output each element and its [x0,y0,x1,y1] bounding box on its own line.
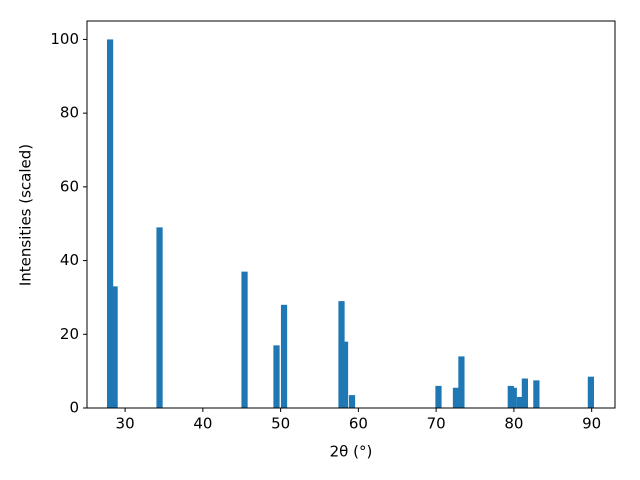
bar [516,396,524,408]
y-tick-label: 60 [60,177,79,195]
bar [587,376,595,408]
bar [458,356,465,408]
x-tick-label: 70 [427,415,446,433]
bar [452,387,460,408]
bar [348,395,356,408]
bar [435,385,442,408]
y-tick-label: 40 [60,251,79,269]
x-tick-label: 90 [582,415,601,433]
bar [338,301,345,408]
bar [273,345,280,408]
bar [280,304,288,408]
x-axis-label: 2θ (°) [330,443,373,461]
bar [106,39,114,409]
y-tick-label: 20 [60,325,79,343]
bar [533,380,540,408]
axes-frame [86,20,616,409]
y-tick-label: 80 [60,104,79,122]
bar [510,387,517,408]
x-tick-label: 50 [271,415,290,433]
x-tick-label: 80 [504,415,523,433]
y-tick-label: 100 [50,30,79,48]
bar [341,341,349,408]
y-tick-label: 0 [69,399,79,417]
x-tick-label: 40 [193,415,212,433]
bar [521,378,528,408]
x-tick-label: 30 [116,415,135,433]
y-axis-label: Intensities (scaled) [17,144,35,286]
bar [111,286,118,408]
bar [156,227,163,408]
x-tick-label: 60 [349,415,368,433]
bar [241,271,248,408]
